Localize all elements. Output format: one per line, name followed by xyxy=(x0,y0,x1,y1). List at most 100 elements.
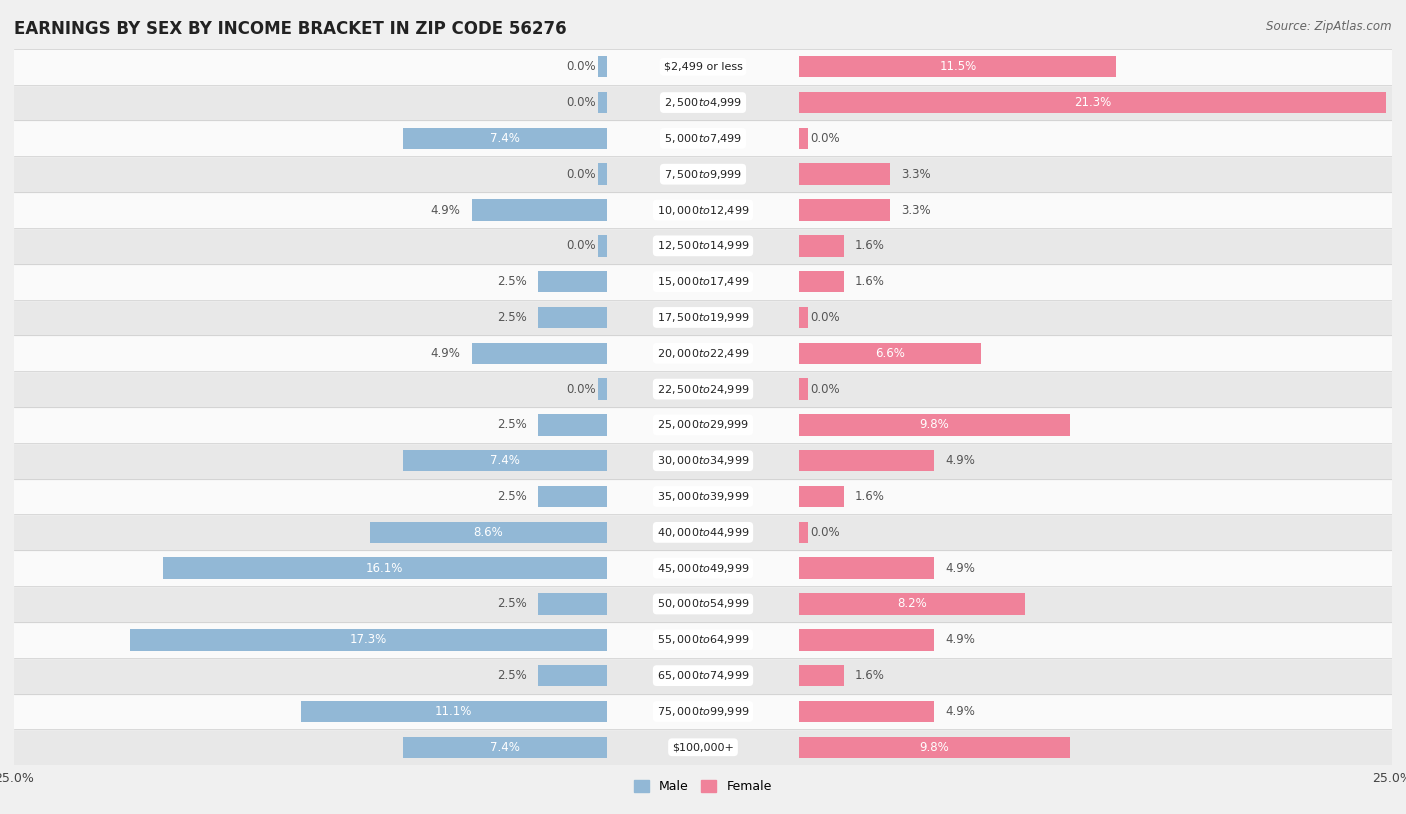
Bar xyxy=(14,658,1392,694)
Text: 2.5%: 2.5% xyxy=(496,418,527,431)
Text: 2.5%: 2.5% xyxy=(496,669,527,682)
Text: 7.4%: 7.4% xyxy=(489,741,520,754)
Bar xyxy=(599,379,606,400)
Bar xyxy=(14,192,1392,228)
Text: $7,500 to $9,999: $7,500 to $9,999 xyxy=(664,168,742,181)
Text: 3.3%: 3.3% xyxy=(901,168,931,181)
Text: $75,000 to $99,999: $75,000 to $99,999 xyxy=(657,705,749,718)
Bar xyxy=(14,49,1392,85)
Bar xyxy=(402,128,606,149)
Text: 6.6%: 6.6% xyxy=(876,347,905,360)
Text: $17,500 to $19,999: $17,500 to $19,999 xyxy=(657,311,749,324)
Text: $15,000 to $17,499: $15,000 to $17,499 xyxy=(657,275,749,288)
Bar xyxy=(800,486,844,507)
Bar xyxy=(599,92,606,113)
Bar xyxy=(800,701,935,722)
Bar xyxy=(14,264,1392,300)
Text: 17.3%: 17.3% xyxy=(350,633,387,646)
Text: 7.4%: 7.4% xyxy=(489,132,520,145)
Bar xyxy=(800,737,1070,758)
Bar xyxy=(14,586,1392,622)
Text: 8.6%: 8.6% xyxy=(474,526,503,539)
Bar xyxy=(599,235,606,256)
Bar xyxy=(14,729,1392,765)
Text: $45,000 to $49,999: $45,000 to $49,999 xyxy=(657,562,749,575)
Bar xyxy=(14,228,1392,264)
Bar xyxy=(14,479,1392,514)
Text: 0.0%: 0.0% xyxy=(810,311,841,324)
Bar xyxy=(800,56,1116,77)
Bar xyxy=(129,629,606,650)
Bar xyxy=(14,335,1392,371)
Text: 4.9%: 4.9% xyxy=(430,347,461,360)
Text: $40,000 to $44,999: $40,000 to $44,999 xyxy=(657,526,749,539)
Text: 0.0%: 0.0% xyxy=(810,526,841,539)
Bar xyxy=(14,120,1392,156)
Text: $5,000 to $7,499: $5,000 to $7,499 xyxy=(664,132,742,145)
Bar xyxy=(14,694,1392,729)
Bar xyxy=(370,522,606,543)
Bar xyxy=(800,522,807,543)
Text: 0.0%: 0.0% xyxy=(810,132,841,145)
Text: 1.6%: 1.6% xyxy=(855,239,884,252)
Text: 0.0%: 0.0% xyxy=(565,383,596,396)
Bar xyxy=(14,85,1392,120)
Text: 4.9%: 4.9% xyxy=(430,204,461,217)
Text: 0.0%: 0.0% xyxy=(565,239,596,252)
Bar xyxy=(800,307,807,328)
Text: 11.1%: 11.1% xyxy=(434,705,472,718)
Text: 1.6%: 1.6% xyxy=(855,275,884,288)
Text: 16.1%: 16.1% xyxy=(366,562,404,575)
Text: $2,499 or less: $2,499 or less xyxy=(664,62,742,72)
Bar xyxy=(800,343,981,364)
Bar xyxy=(471,343,606,364)
Bar xyxy=(301,701,606,722)
Bar xyxy=(800,414,1070,435)
Bar xyxy=(14,300,1392,335)
Text: 0.0%: 0.0% xyxy=(565,96,596,109)
Text: 0.0%: 0.0% xyxy=(810,383,841,396)
Bar xyxy=(537,486,606,507)
Bar xyxy=(800,379,807,400)
Text: 21.3%: 21.3% xyxy=(1074,96,1112,109)
Text: EARNINGS BY SEX BY INCOME BRACKET IN ZIP CODE 56276: EARNINGS BY SEX BY INCOME BRACKET IN ZIP… xyxy=(14,20,567,38)
Bar xyxy=(800,629,935,650)
Bar xyxy=(537,414,606,435)
Text: 4.9%: 4.9% xyxy=(945,454,976,467)
Text: 0.0%: 0.0% xyxy=(565,168,596,181)
Bar xyxy=(537,307,606,328)
Text: 11.5%: 11.5% xyxy=(939,60,977,73)
Text: 9.8%: 9.8% xyxy=(920,418,949,431)
Bar xyxy=(537,271,606,292)
Bar xyxy=(471,199,606,221)
Text: 4.9%: 4.9% xyxy=(945,562,976,575)
Bar xyxy=(402,737,606,758)
Text: 9.8%: 9.8% xyxy=(920,741,949,754)
Text: 8.2%: 8.2% xyxy=(897,597,928,610)
Bar xyxy=(537,665,606,686)
Bar xyxy=(800,92,1386,113)
Bar xyxy=(14,514,1392,550)
Bar xyxy=(599,164,606,185)
Text: $12,500 to $14,999: $12,500 to $14,999 xyxy=(657,239,749,252)
Bar xyxy=(800,558,935,579)
Text: 1.6%: 1.6% xyxy=(855,669,884,682)
Text: 2.5%: 2.5% xyxy=(496,275,527,288)
Bar xyxy=(800,199,890,221)
Text: $22,500 to $24,999: $22,500 to $24,999 xyxy=(657,383,749,396)
Bar xyxy=(14,622,1392,658)
Text: $55,000 to $64,999: $55,000 to $64,999 xyxy=(657,633,749,646)
Bar xyxy=(163,558,606,579)
Bar xyxy=(14,407,1392,443)
Text: 2.5%: 2.5% xyxy=(496,597,527,610)
Bar xyxy=(537,593,606,615)
Text: 1.6%: 1.6% xyxy=(855,490,884,503)
Legend: Male, Female: Male, Female xyxy=(630,775,776,799)
Text: 4.9%: 4.9% xyxy=(945,705,976,718)
Bar xyxy=(800,128,807,149)
Text: $2,500 to $4,999: $2,500 to $4,999 xyxy=(664,96,742,109)
Text: 4.9%: 4.9% xyxy=(945,633,976,646)
Text: $50,000 to $54,999: $50,000 to $54,999 xyxy=(657,597,749,610)
Bar xyxy=(599,56,606,77)
Bar xyxy=(14,550,1392,586)
